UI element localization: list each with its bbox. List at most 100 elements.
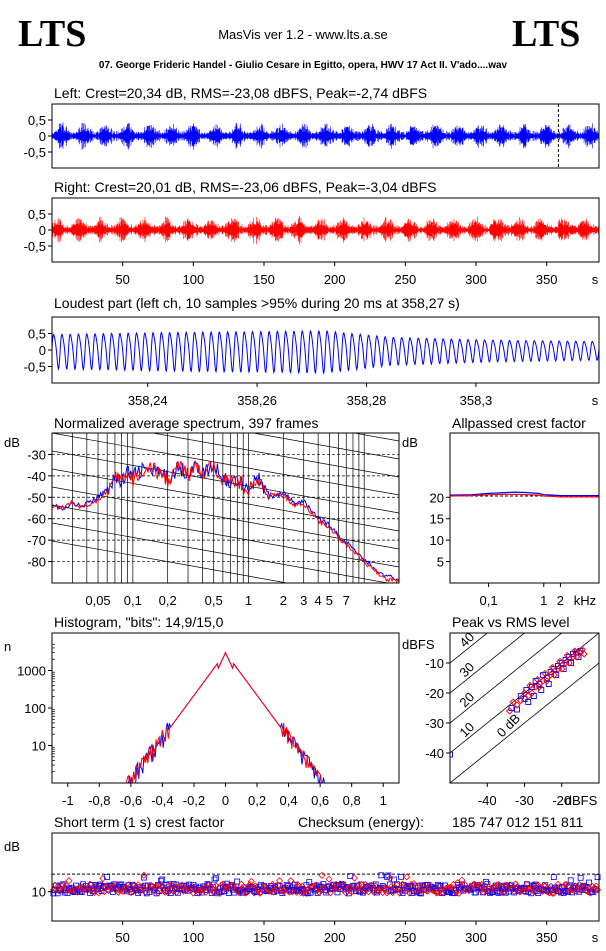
x-tick-label: 50 [115,272,129,287]
scatter-point-left [543,675,550,681]
scatter-point-left [538,687,545,693]
x-unit: dBFS [565,793,598,808]
spectrum-grid [52,361,399,583]
slope-gridline [52,361,399,423]
crest-point-right [452,888,460,896]
crest-point-right [594,886,602,894]
x-tick-label: 5 [326,593,333,608]
diagonal-label: 0 dB [494,711,524,741]
x-tick-label: 358,24 [128,393,168,408]
scatter-point-right [554,665,562,673]
crest-point-left [320,881,327,888]
scatter-point-left [450,751,453,758]
x-tick-label: -20 [552,793,571,808]
scatter-point-right [546,671,555,679]
diagonal-label: 30 [456,659,477,680]
y-tick-label: -0,5 [24,239,46,254]
panel-title: Peak vs RMS level [452,614,569,630]
y-tick-label: -40 [425,746,444,761]
y-tick-label: -20 [425,686,444,701]
crest-point-right [561,880,569,889]
scatter-point-left [545,681,552,687]
x-tick-label: 100 [182,272,204,287]
scatter-point-right [569,653,577,661]
y-tick-label: -70 [27,533,46,548]
crest-point-left [167,890,174,896]
scatter-point-right [543,677,551,685]
x-tick-label: 2 [280,593,287,608]
scatter-point-right [541,669,549,678]
crest-point-right [350,874,359,882]
y-tick-label: 0 [39,223,46,238]
chart-panels: Left: Crest=20,34 dB, RMS=-23,08 dBFS, P… [4,85,602,945]
crest-point-right [95,889,103,897]
scatter-point-right [533,675,542,684]
histogram-right-trace [52,651,399,784]
scatter-point-left [555,663,561,669]
crest-point-right [65,877,73,885]
crest-point-left [156,887,163,894]
x-tick-label: 0,1 [480,593,498,608]
scatter-point-left [547,669,554,675]
x-tick-label: -0,6 [120,793,142,808]
crest-point-right [287,877,295,885]
crest-point-right [384,888,392,896]
spectrum-panel: Normalized average spectrum, 397 frames d… [4,361,400,608]
scatter-point-left [536,681,543,687]
checksum-value: 185 747 012 151 811 [452,814,584,830]
x-unit: kHz [374,593,396,608]
scatter-point-left [569,651,576,657]
y-axis-label: dB [4,839,20,854]
panel-title: Left: Crest=20,34 dB, RMS=-23,08 dBFS, P… [54,85,427,101]
crest-point-left [385,872,392,879]
x-tick-label: -30 [515,793,534,808]
crest-point-left [550,874,557,880]
loudest-trace [51,329,600,375]
crest-point-left [225,890,232,896]
y-tick-label: -0,5 [24,360,46,375]
left-waveform-panel: Left: Crest=20,34 dB, RMS=-23,08 dBFS, P… [24,85,600,169]
y-tick-label: 1000 [17,664,46,679]
scatter-point-right [571,647,579,655]
x-tick-label: -40 [478,793,497,808]
x-tick-label: 3 [300,593,307,608]
scatter-point-left [517,693,524,699]
x-tick-label: 250 [395,272,417,287]
y-tick-label: 100 [24,701,46,716]
crest-point-right [325,875,333,883]
slope-gridline [52,540,290,583]
scatter-point-right [520,689,529,697]
y-tick-label: -50 [27,490,46,505]
app-title: MasVis ver 1.2 - www.lts.a.se [218,27,388,42]
y-tick-label: 0 [39,343,46,358]
plot-frame [51,832,600,922]
y-tick-label: 0 [39,129,46,144]
crest-point-right [386,874,394,882]
y-tick-label: 20 [430,490,444,505]
crest-point-right [114,888,122,896]
x-tick-label: 250 [395,930,417,945]
crest-point-right [210,888,219,896]
x-tick-label: 0,6 [311,793,329,808]
crest-left-trace [449,491,599,497]
slope-gridline [52,486,399,550]
x-tick-label: 358,26 [237,393,277,408]
crest-point-right [247,877,255,886]
scatter-point-right [558,665,566,673]
loudest-part-panel: Loudest part (left ch, 10 samples >95% d… [24,295,600,408]
y-tick-label: 0,5 [28,113,46,128]
x-tick-label: 0 [222,793,229,808]
crest-point-left [384,873,390,880]
x-tick-label: 150 [253,930,275,945]
peak-rms-panel: Peak vs RMS level dBFS 0 dB 10 20 30 40 -10 -20 -… [402,614,600,808]
x-tick-label: 150 [253,272,275,287]
scatter-point-right [535,683,544,691]
x-tick-label: 358,3 [460,393,493,408]
x-tick-label: 7 [343,593,350,608]
plot-frame [449,632,600,784]
slope-gridline [52,522,390,583]
y-tick-label: 10 [32,739,46,754]
x-tick-label: 2 [557,593,564,608]
crest-point-right [99,874,107,883]
